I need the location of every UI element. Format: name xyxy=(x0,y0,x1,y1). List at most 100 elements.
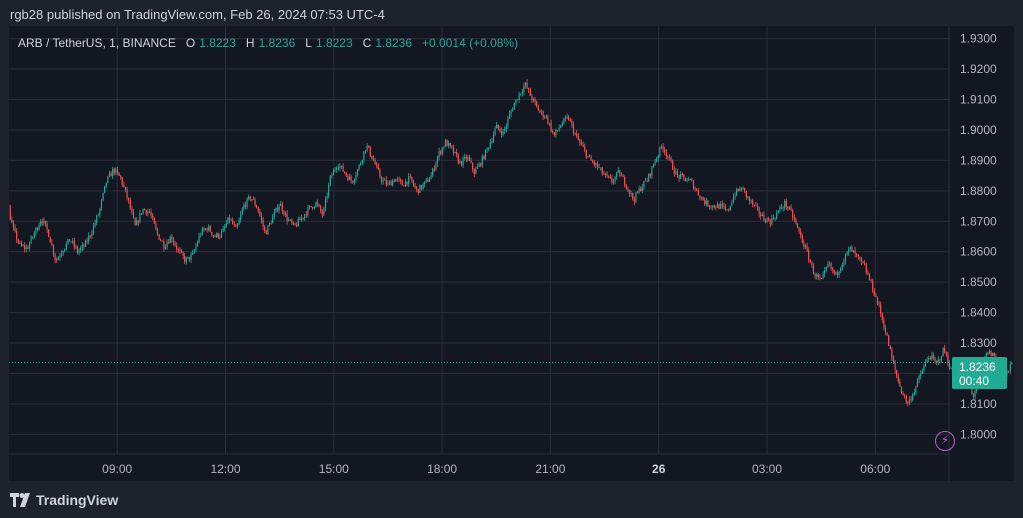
candle-body xyxy=(891,349,893,358)
candle-body xyxy=(465,156,467,160)
candle-body xyxy=(248,196,250,199)
candle-body xyxy=(238,219,240,225)
candle-body xyxy=(131,208,133,213)
candle-body xyxy=(801,235,803,243)
candle-body xyxy=(924,362,927,367)
candle-body xyxy=(542,111,544,118)
candle-body xyxy=(345,173,347,176)
candle-body xyxy=(33,233,35,237)
candle-body xyxy=(425,179,427,182)
symbol-label[interactable]: ARB / TetherUS, 1, BINANCE xyxy=(18,36,176,50)
candle-body xyxy=(244,204,247,207)
candle-body xyxy=(222,228,224,232)
candle-body xyxy=(673,169,675,174)
candle-body xyxy=(433,168,435,170)
candle-body xyxy=(427,179,429,182)
candle-body xyxy=(1008,370,1010,372)
candle-body xyxy=(713,205,715,208)
candle-body xyxy=(473,169,475,174)
candle-body xyxy=(198,235,200,243)
price-tick-label: 1.8300 xyxy=(960,336,997,350)
candle-body xyxy=(616,172,618,177)
candle-body xyxy=(476,166,479,170)
candle-body xyxy=(592,160,594,163)
candle-body xyxy=(934,358,936,362)
candle-body xyxy=(556,130,559,131)
candle-body xyxy=(286,213,288,221)
candle-body xyxy=(668,157,671,159)
candlestick-chart[interactable]: 1.9300 1.9200 1.9100 1.9000 1.8900 1.8800 1.87… xyxy=(9,26,1014,481)
candle-body xyxy=(403,185,405,187)
candle-body xyxy=(72,240,74,242)
candle-body xyxy=(656,158,658,162)
candle-body xyxy=(785,200,787,207)
candle-body xyxy=(633,199,635,202)
candle-body xyxy=(428,179,431,182)
candle-body xyxy=(406,181,408,185)
candle-body xyxy=(312,207,314,209)
candle-body xyxy=(259,211,261,216)
candle-body xyxy=(233,224,235,225)
candle-body xyxy=(862,261,864,264)
candle-body xyxy=(48,229,50,237)
candle-body xyxy=(228,217,231,221)
price-tick-label: 1.8900 xyxy=(960,153,997,167)
candle-body xyxy=(716,204,719,209)
candle-body xyxy=(520,93,522,95)
candle-body xyxy=(212,235,215,237)
brand-name: TradingView xyxy=(36,492,119,508)
candle-body xyxy=(691,179,693,181)
candle-body xyxy=(70,241,72,243)
candle-body xyxy=(129,200,131,209)
candle-body xyxy=(401,181,403,186)
candle-body xyxy=(913,392,915,395)
candle-body xyxy=(188,256,191,260)
candle-body xyxy=(833,269,835,274)
candle-body xyxy=(246,198,248,207)
candle-body xyxy=(532,99,535,101)
candle-body xyxy=(113,168,115,173)
candle-body xyxy=(744,188,746,191)
candle-body xyxy=(153,217,155,224)
candle-body xyxy=(753,204,755,206)
candle-body xyxy=(288,219,290,221)
candle-body xyxy=(985,352,987,359)
price-tick-label: 1.8100 xyxy=(960,397,997,411)
candle-body xyxy=(620,175,623,177)
candle-body xyxy=(496,124,498,129)
candle-body xyxy=(555,130,557,136)
candle-body xyxy=(136,220,138,226)
candle-body xyxy=(83,245,85,247)
chart-panel[interactable]: 1.9300 1.9200 1.9100 1.9000 1.8900 1.8800 1.87… xyxy=(9,26,1014,481)
candle-body xyxy=(412,181,415,186)
candle-body xyxy=(784,200,786,208)
candle-body xyxy=(678,174,680,179)
candle-body xyxy=(905,395,907,403)
candle-body xyxy=(888,335,890,346)
candle-body xyxy=(96,215,98,223)
candle-body xyxy=(761,214,763,217)
candle-body xyxy=(25,247,27,249)
candle-body xyxy=(9,208,11,220)
candle-body xyxy=(531,95,533,101)
candle-body xyxy=(460,161,463,166)
candle-body xyxy=(779,207,781,211)
time-axis[interactable]: 09:00 12:00 15:00 18:00 21:00 26 03:00 06:00 xyxy=(102,462,890,476)
candle-body xyxy=(102,192,104,201)
candle-body xyxy=(440,151,442,154)
lightning-icon[interactable]: ⚡︎ xyxy=(935,431,955,451)
candle-body xyxy=(196,242,199,246)
candle-body xyxy=(534,99,536,103)
candle-body xyxy=(384,179,386,181)
candle-body xyxy=(686,180,688,182)
candle-body xyxy=(380,177,383,182)
candle-body xyxy=(22,245,24,247)
candle-body xyxy=(142,208,144,214)
candle-body xyxy=(771,217,773,225)
candle-body xyxy=(416,187,418,190)
candle-body xyxy=(235,224,237,227)
candle-body xyxy=(539,110,541,112)
candle-body xyxy=(798,227,800,232)
candle-body xyxy=(1011,362,1013,365)
candle-body xyxy=(947,354,949,364)
